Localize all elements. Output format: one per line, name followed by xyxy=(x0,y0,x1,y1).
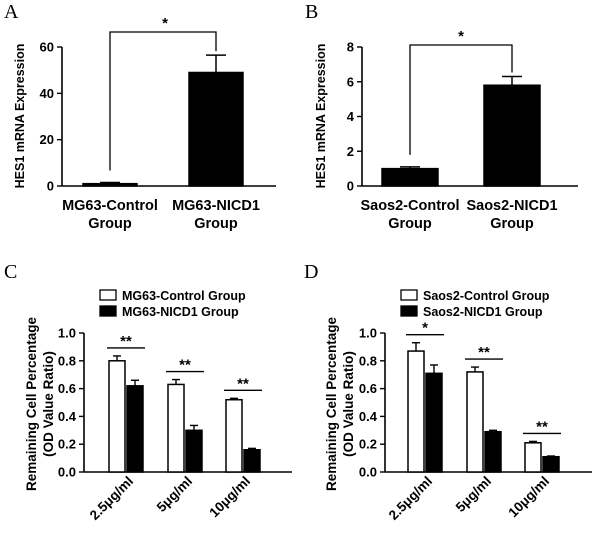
legend-label: Saos2-NICD1 Group xyxy=(423,305,543,319)
legend-swatch xyxy=(99,305,117,317)
y-tick-label: 0.6 xyxy=(359,381,377,396)
bar xyxy=(524,442,542,473)
significance-bracket xyxy=(109,31,217,171)
y-tick-label: 0 xyxy=(347,179,354,194)
x-category-label: Group xyxy=(88,216,132,232)
y-tick-label: 6 xyxy=(347,74,354,89)
significance-label: * xyxy=(422,320,428,337)
y-tick-label: 0.2 xyxy=(359,437,377,452)
x-category-label: 5μg/ml xyxy=(154,474,195,515)
y-axis-title-line: (OD Value Ratio) xyxy=(41,351,56,457)
y-tick-label: 0.4 xyxy=(58,409,77,424)
x-category-label: 2.5μg/ml xyxy=(87,474,136,523)
x-category-label: 5μg/ml xyxy=(453,474,494,515)
x-category-label: Group xyxy=(490,216,534,232)
bar xyxy=(167,383,185,473)
y-tick-label: 0.0 xyxy=(58,465,76,480)
bar xyxy=(381,167,439,187)
y-tick-label: 2 xyxy=(347,144,354,159)
panel-letter: B xyxy=(305,1,318,23)
panel-letter: A xyxy=(4,1,19,23)
panel-b: B 0 2 4 6 8 HES1 mRNA Expression Saos2-Control G… xyxy=(305,1,578,232)
x-category-label: Saos2-Control xyxy=(360,198,459,214)
y-tick-label: 0.8 xyxy=(359,353,377,368)
y-tick-label: 0 xyxy=(47,179,54,194)
y-tick-label: 1.0 xyxy=(58,326,76,341)
legend-swatch xyxy=(400,289,418,301)
y-tick-label: 0.0 xyxy=(359,465,377,480)
y-axis-title-line: Remaining Cell Percentage xyxy=(24,316,39,491)
bar xyxy=(484,430,502,473)
y-axis-title: Remaining Cell Percentage (OD Value Ratio… xyxy=(24,316,56,491)
significance-label: ** xyxy=(120,333,132,350)
bar xyxy=(425,372,443,473)
bar xyxy=(185,429,203,473)
bar xyxy=(243,449,261,473)
legend-label: Saos2-Control Group xyxy=(423,289,550,303)
y-tick-label: 20 xyxy=(40,132,54,147)
y-tick-label: 8 xyxy=(347,40,354,55)
y-axis-title: HES1 mRNA Expression xyxy=(314,44,328,189)
panel-letter: D xyxy=(304,261,318,283)
significance-label: ** xyxy=(179,357,191,374)
y-tick-label: 0.6 xyxy=(58,381,76,396)
legend-label: MG63-NICD1 Group xyxy=(122,305,239,319)
x-category-label: 10μg/ml xyxy=(206,474,253,521)
y-tick-label: 60 xyxy=(40,40,54,55)
legend-label: MG63-Control Group xyxy=(122,289,246,303)
panel-letter: C xyxy=(4,261,17,283)
significance-bracket xyxy=(409,44,513,155)
x-category-label: Group xyxy=(388,216,432,232)
y-axis-title: HES1 mRNA Expression xyxy=(13,44,27,189)
x-category-label: Saos2-NICD1 xyxy=(466,198,557,214)
x-category-label: MG63-NICD1 xyxy=(172,198,260,214)
bar xyxy=(407,350,425,473)
significance-label: * xyxy=(162,15,168,32)
y-axis-title-line: (OD Value Ratio) xyxy=(341,351,356,457)
y-tick-label: 4 xyxy=(347,109,355,124)
significance-label: ** xyxy=(237,375,249,392)
x-category-label: MG63-Control xyxy=(62,198,158,214)
bar xyxy=(126,385,144,473)
bar xyxy=(542,455,560,473)
bar xyxy=(188,71,244,187)
bar xyxy=(466,371,484,473)
x-category-label: 2.5μg/ml xyxy=(386,474,435,523)
bar xyxy=(108,360,126,473)
significance-label: * xyxy=(458,28,464,45)
bar xyxy=(225,398,243,473)
y-tick-label: 40 xyxy=(40,86,54,101)
bar xyxy=(82,182,138,187)
y-tick-label: 1.0 xyxy=(359,326,377,341)
y-axis-title-line: Remaining Cell Percentage xyxy=(324,316,339,491)
x-category-label: 10μg/ml xyxy=(505,474,552,521)
legend-swatch xyxy=(400,305,418,317)
significance-label: ** xyxy=(536,418,548,435)
y-tick-label: 0.4 xyxy=(359,409,378,424)
y-tick-label: 0.2 xyxy=(58,437,76,452)
y-tick-label: 0.8 xyxy=(58,353,76,368)
panel-a: A 0 20 40 60 HES1 mRNA Expression MG63-Control… xyxy=(4,1,276,232)
y-axis-title: Remaining Cell Percentage (OD Value Ratio… xyxy=(324,316,356,491)
bar xyxy=(483,84,541,187)
legend-swatch xyxy=(99,289,117,301)
x-category-label: Group xyxy=(194,216,238,232)
significance-label: ** xyxy=(478,344,490,361)
